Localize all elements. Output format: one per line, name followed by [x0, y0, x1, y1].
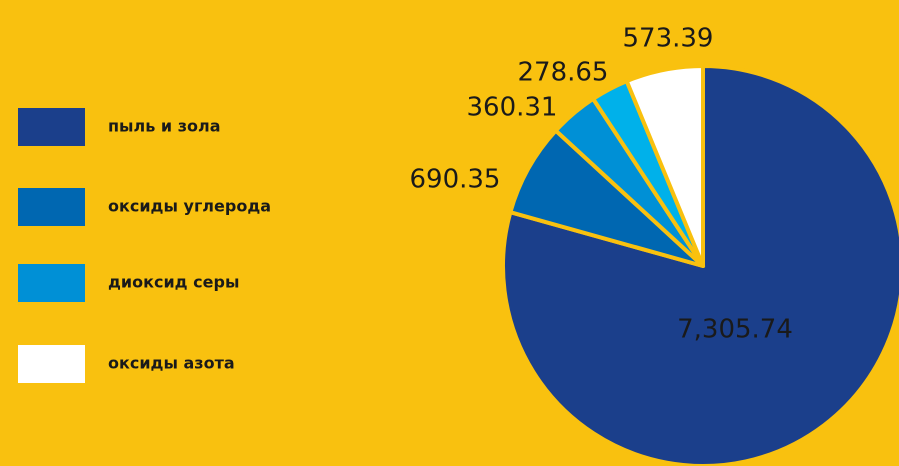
legend-swatch — [18, 345, 85, 383]
data-label: 573.39 — [623, 24, 714, 54]
legend-swatch — [18, 108, 85, 146]
data-label: 7,305.74 — [677, 315, 793, 345]
legend-label: оксиды углерода — [108, 197, 271, 216]
data-label: 690.35 — [410, 165, 501, 195]
legend-swatch — [18, 264, 85, 302]
legend-label: оксиды азота — [108, 354, 235, 373]
data-label: 360.31 — [467, 93, 558, 123]
legend-label: диоксид серы — [108, 273, 239, 292]
legend-label: пыль и зола — [108, 117, 221, 136]
data-label: 278.65 — [518, 58, 609, 88]
legend-swatch — [18, 188, 85, 226]
pie-slice — [624, 64, 705, 268]
